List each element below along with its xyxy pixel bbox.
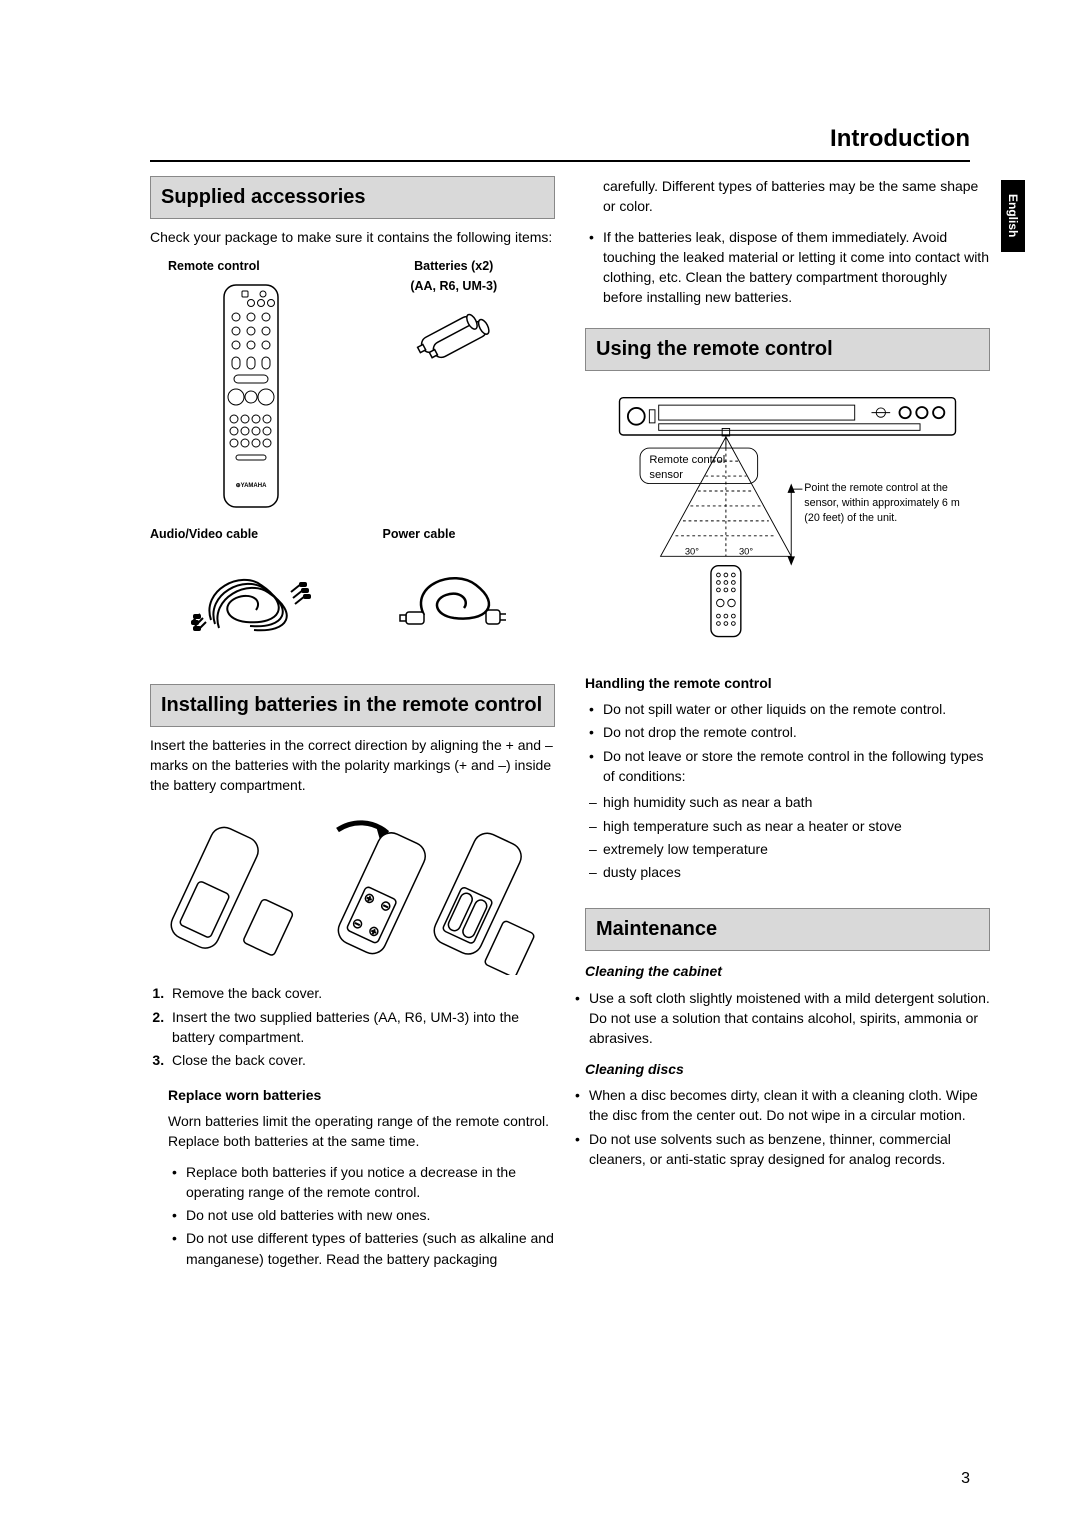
right-column: carefully. Different types of batteries … [585, 176, 990, 1275]
handling-conditions: high humidity such as near a bath high t… [585, 792, 990, 882]
accessory-power-cable: Power cable [353, 525, 556, 639]
accessory-av-cable: Audio/Video cable [150, 525, 353, 639]
svg-text:(20 feet) of the unit.: (20 feet) of the unit. [804, 512, 897, 524]
continuation-text: carefully. Different types of batteries … [585, 176, 990, 217]
angle-left-label: 30° [685, 546, 699, 556]
accessories-row-2: Audio/Video cable [150, 525, 555, 639]
continuation-bullets: If the batteries leak, dispose of them i… [585, 227, 990, 308]
page-number: 3 [961, 1470, 970, 1488]
angle-right-label: 30° [739, 546, 753, 556]
left-column: Supplied accessories Check your package … [150, 176, 555, 1275]
svg-text:⊕YAMAHA: ⊕YAMAHA [236, 483, 267, 489]
install-step: Remove the back cover. [168, 983, 555, 1003]
remote-control-label: Remote control [150, 257, 353, 275]
remote-range-diagram: Remote control sensor 30° 30° [585, 379, 990, 659]
accessories-row-1: Remote control [150, 257, 555, 511]
page-title: Introduction [830, 125, 970, 153]
sensor-label-line2: sensor [649, 469, 683, 481]
replace-bullets: Replace both batteries if you notice a d… [150, 1162, 555, 1269]
svg-text:Point the remote control at th: Point the remote control at the [804, 482, 948, 494]
handling-bullets: Do not spill water or other liquids on t… [585, 699, 990, 786]
list-item: Do not drop the remote control. [585, 722, 990, 742]
list-item: Do not use different types of batteries … [168, 1228, 555, 1269]
title-rule [150, 160, 970, 162]
list-item: Replace both batteries if you notice a d… [168, 1162, 555, 1203]
list-item: Use a soft cloth slightly moistened with… [571, 988, 990, 1049]
replace-intro: Worn batteries limit the operating range… [150, 1111, 555, 1152]
list-item: extremely low temperature [585, 839, 990, 859]
maintenance-heading: Maintenance [585, 908, 990, 951]
list-item: Do not leave or store the remote control… [585, 746, 990, 787]
replace-batteries-heading: Replace worn batteries [150, 1085, 555, 1105]
power-cable-label: Power cable [353, 525, 556, 543]
install-step: Insert the two supplied batteries (AA, R… [168, 1007, 555, 1048]
handling-remote-heading: Handling the remote control [585, 673, 990, 693]
supplied-intro: Check your package to make sure it conta… [150, 227, 555, 247]
list-item: Do not spill water or other liquids on t… [585, 699, 990, 719]
list-item: When a disc becomes dirty, clean it with… [571, 1085, 990, 1126]
discs-bullets: When a disc becomes dirty, clean it with… [571, 1085, 990, 1169]
list-item: dusty places [585, 862, 990, 882]
install-intro: Insert the batteries in the correct dire… [150, 735, 555, 796]
list-item: Do not use old batteries with new ones. [168, 1205, 555, 1225]
list-item: high humidity such as near a bath [585, 792, 990, 812]
using-remote-heading: Using the remote control [585, 328, 990, 371]
sensor-label-line1: Remote control [649, 454, 725, 466]
language-tab: English [1001, 180, 1025, 252]
av-cable-illustration [150, 550, 353, 640]
list-item: Do not use solvents such as benzene, thi… [571, 1129, 990, 1170]
list-item: high temperature such as near a heater o… [585, 816, 990, 836]
remote-control-illustration: ⊕YAMAHA [150, 281, 353, 511]
supplied-accessories-heading: Supplied accessories [150, 176, 555, 219]
accessory-remote: Remote control [150, 257, 353, 511]
batteries-illustration [353, 302, 556, 372]
batteries-label-1: Batteries (x2) [353, 257, 556, 275]
installing-batteries-heading: Installing batteries in the remote contr… [150, 684, 555, 727]
svg-text:sensor, within approximately 6: sensor, within approximately 6 m [804, 497, 960, 509]
install-steps: Remove the back cover. Insert the two su… [150, 983, 555, 1070]
install-step: Close the back cover. [168, 1050, 555, 1070]
batteries-label-2: (AA, R6, UM-3) [353, 277, 556, 295]
accessory-batteries: Batteries (x2) (AA, R6, UM-3) [353, 257, 556, 511]
power-cable-illustration [353, 550, 556, 640]
list-item: If the batteries leak, dispose of them i… [585, 227, 990, 308]
cabinet-bullets: Use a soft cloth slightly moistened with… [571, 988, 990, 1049]
content-columns: Supplied accessories Check your package … [150, 176, 990, 1275]
cleaning-discs-heading: Cleaning discs [585, 1059, 990, 1079]
cleaning-cabinet-heading: Cleaning the cabinet [585, 961, 990, 981]
av-cable-label: Audio/Video cable [150, 525, 353, 543]
battery-install-illustration: + − − + [150, 805, 555, 975]
